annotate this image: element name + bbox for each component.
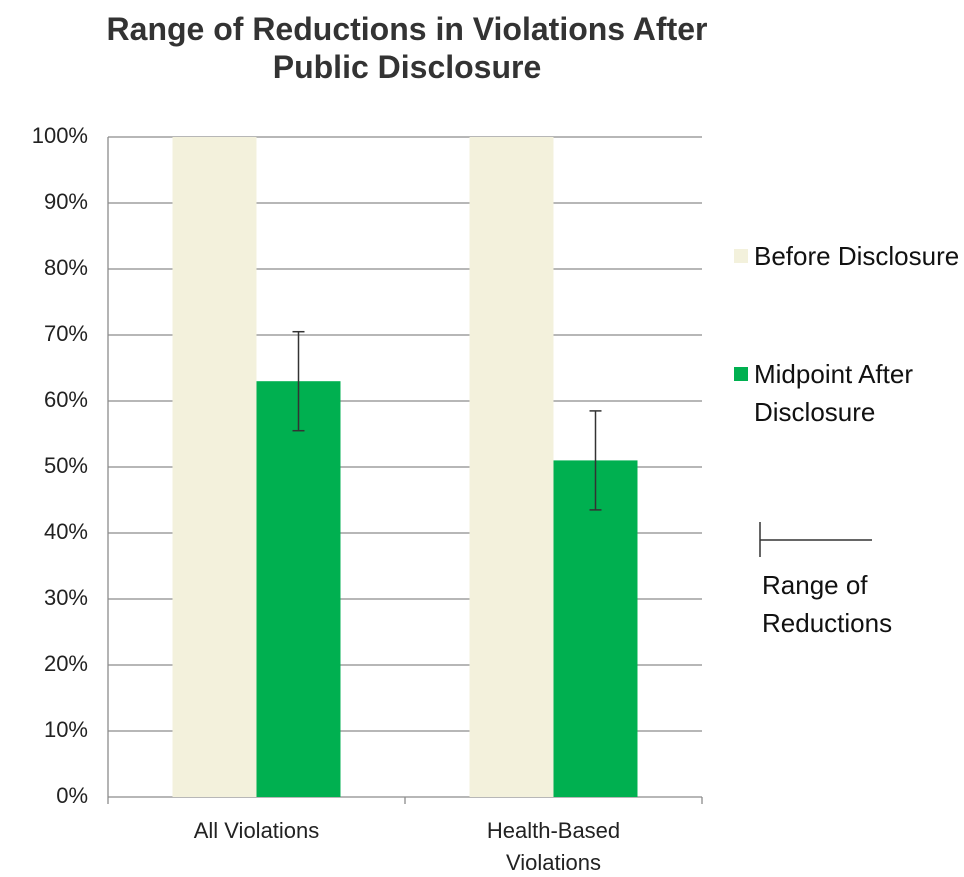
chart-title: Range of Reductions in Violations After … [106, 11, 708, 85]
y-tick-label: 90% [44, 189, 88, 214]
y-tick-label: 80% [44, 255, 88, 280]
y-tick-label: 50% [44, 453, 88, 478]
error-bar [589, 410, 602, 511]
y-tick-label: 20% [44, 651, 88, 676]
y-tick-label: 40% [44, 519, 88, 544]
legend-label: Midpoint After Disclosure [754, 359, 913, 427]
y-tick-label: 0% [56, 783, 88, 808]
error-bar [292, 330, 305, 432]
legend-swatch [734, 249, 748, 263]
legend-label: Range of Reductions [762, 570, 893, 638]
bar [469, 137, 554, 797]
y-tick-label: 10% [44, 717, 88, 742]
x-tick-label: Health-Based Violations [486, 818, 621, 875]
x-tick-label: All Violations [193, 818, 320, 843]
y-tick-label: 100% [32, 123, 88, 148]
y-tick-label: 70% [44, 321, 88, 346]
bar [172, 137, 257, 797]
bar [256, 381, 341, 797]
legend-swatch [734, 367, 748, 381]
legend-label: Before Disclosure [754, 241, 960, 271]
y-tick-label: 30% [44, 585, 88, 610]
bar [553, 460, 638, 797]
y-tick-label: 60% [44, 387, 88, 412]
